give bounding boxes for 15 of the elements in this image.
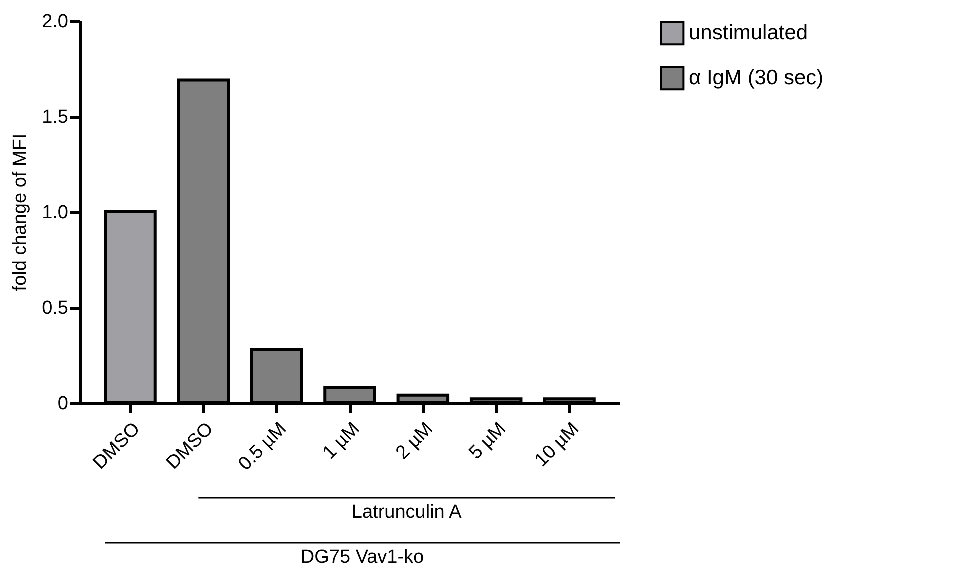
y-tick-label: 0 <box>58 394 68 414</box>
x-tick-label: 0.5 µM <box>234 418 291 475</box>
x-tick-label: 1 µM <box>319 418 364 464</box>
legend-label: unstimulated <box>689 22 808 44</box>
y-tick-label: 1.5 <box>42 107 68 128</box>
text: Latrunculin A <box>352 502 462 523</box>
y-axis-title: fold change of MFI <box>10 134 32 292</box>
x-tick-label: 5 µM <box>465 418 510 464</box>
legend-label: α IgM (30 sec) <box>689 66 824 90</box>
y-tick-label: 2.0 <box>42 12 68 32</box>
x-tick-label: 2 µM <box>392 418 438 464</box>
text: DG75 Vav1-ko <box>300 547 424 568</box>
x-tick-label: 10 µM <box>531 418 584 472</box>
y-tick-label: 1.0 <box>42 202 68 224</box>
y-tick-label: 0.5 <box>42 298 68 319</box>
